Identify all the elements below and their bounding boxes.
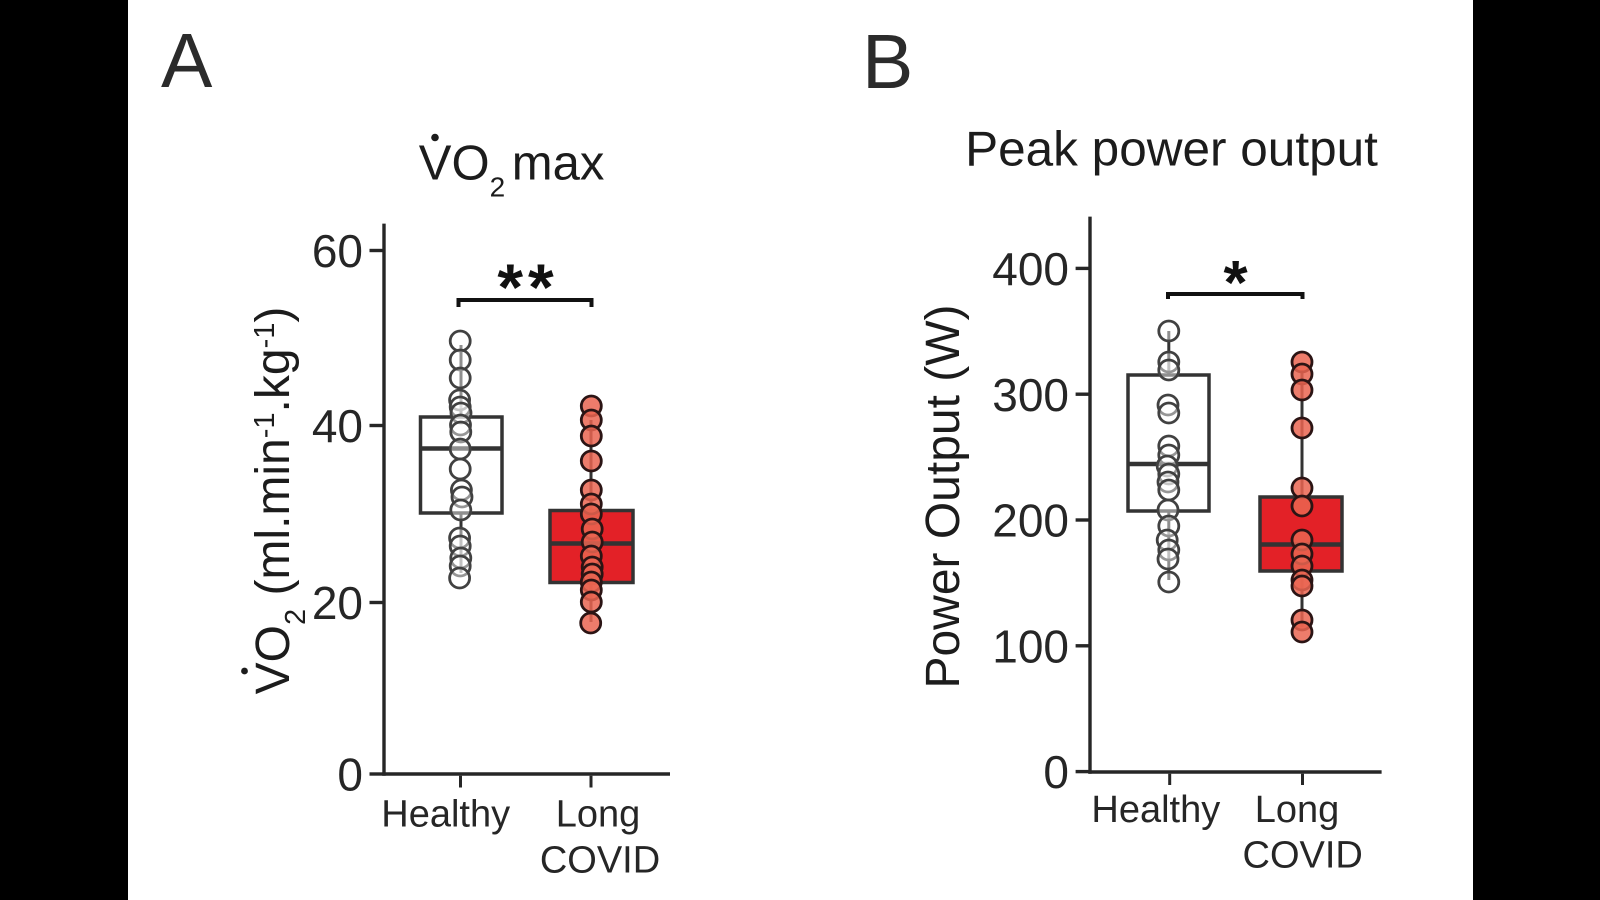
svg-text:Peak power output: Peak power output <box>965 121 1378 176</box>
svg-text:*: * <box>1224 249 1249 318</box>
svg-text:200: 200 <box>992 495 1069 547</box>
svg-text:Power Output (W): Power Output (W) <box>917 304 970 688</box>
svg-text:60: 60 <box>312 225 363 277</box>
svg-text:COVID: COVID <box>540 840 660 882</box>
svg-text:Healthy: Healthy <box>1091 789 1220 831</box>
svg-text:400: 400 <box>992 243 1069 295</box>
svg-text:100: 100 <box>992 620 1069 672</box>
svg-text:COVID: COVID <box>1243 835 1363 877</box>
svg-text:Long: Long <box>556 794 641 836</box>
svg-text:0: 0 <box>1043 746 1069 798</box>
svg-text:A: A <box>161 18 213 104</box>
svg-text:Healthy: Healthy <box>381 794 510 836</box>
svg-text:B: B <box>862 19 913 105</box>
svg-text:0: 0 <box>337 749 363 801</box>
svg-text:20: 20 <box>312 577 363 629</box>
svg-text:40: 40 <box>312 400 363 452</box>
svg-text:Long: Long <box>1255 789 1340 831</box>
svg-text:300: 300 <box>992 369 1069 421</box>
